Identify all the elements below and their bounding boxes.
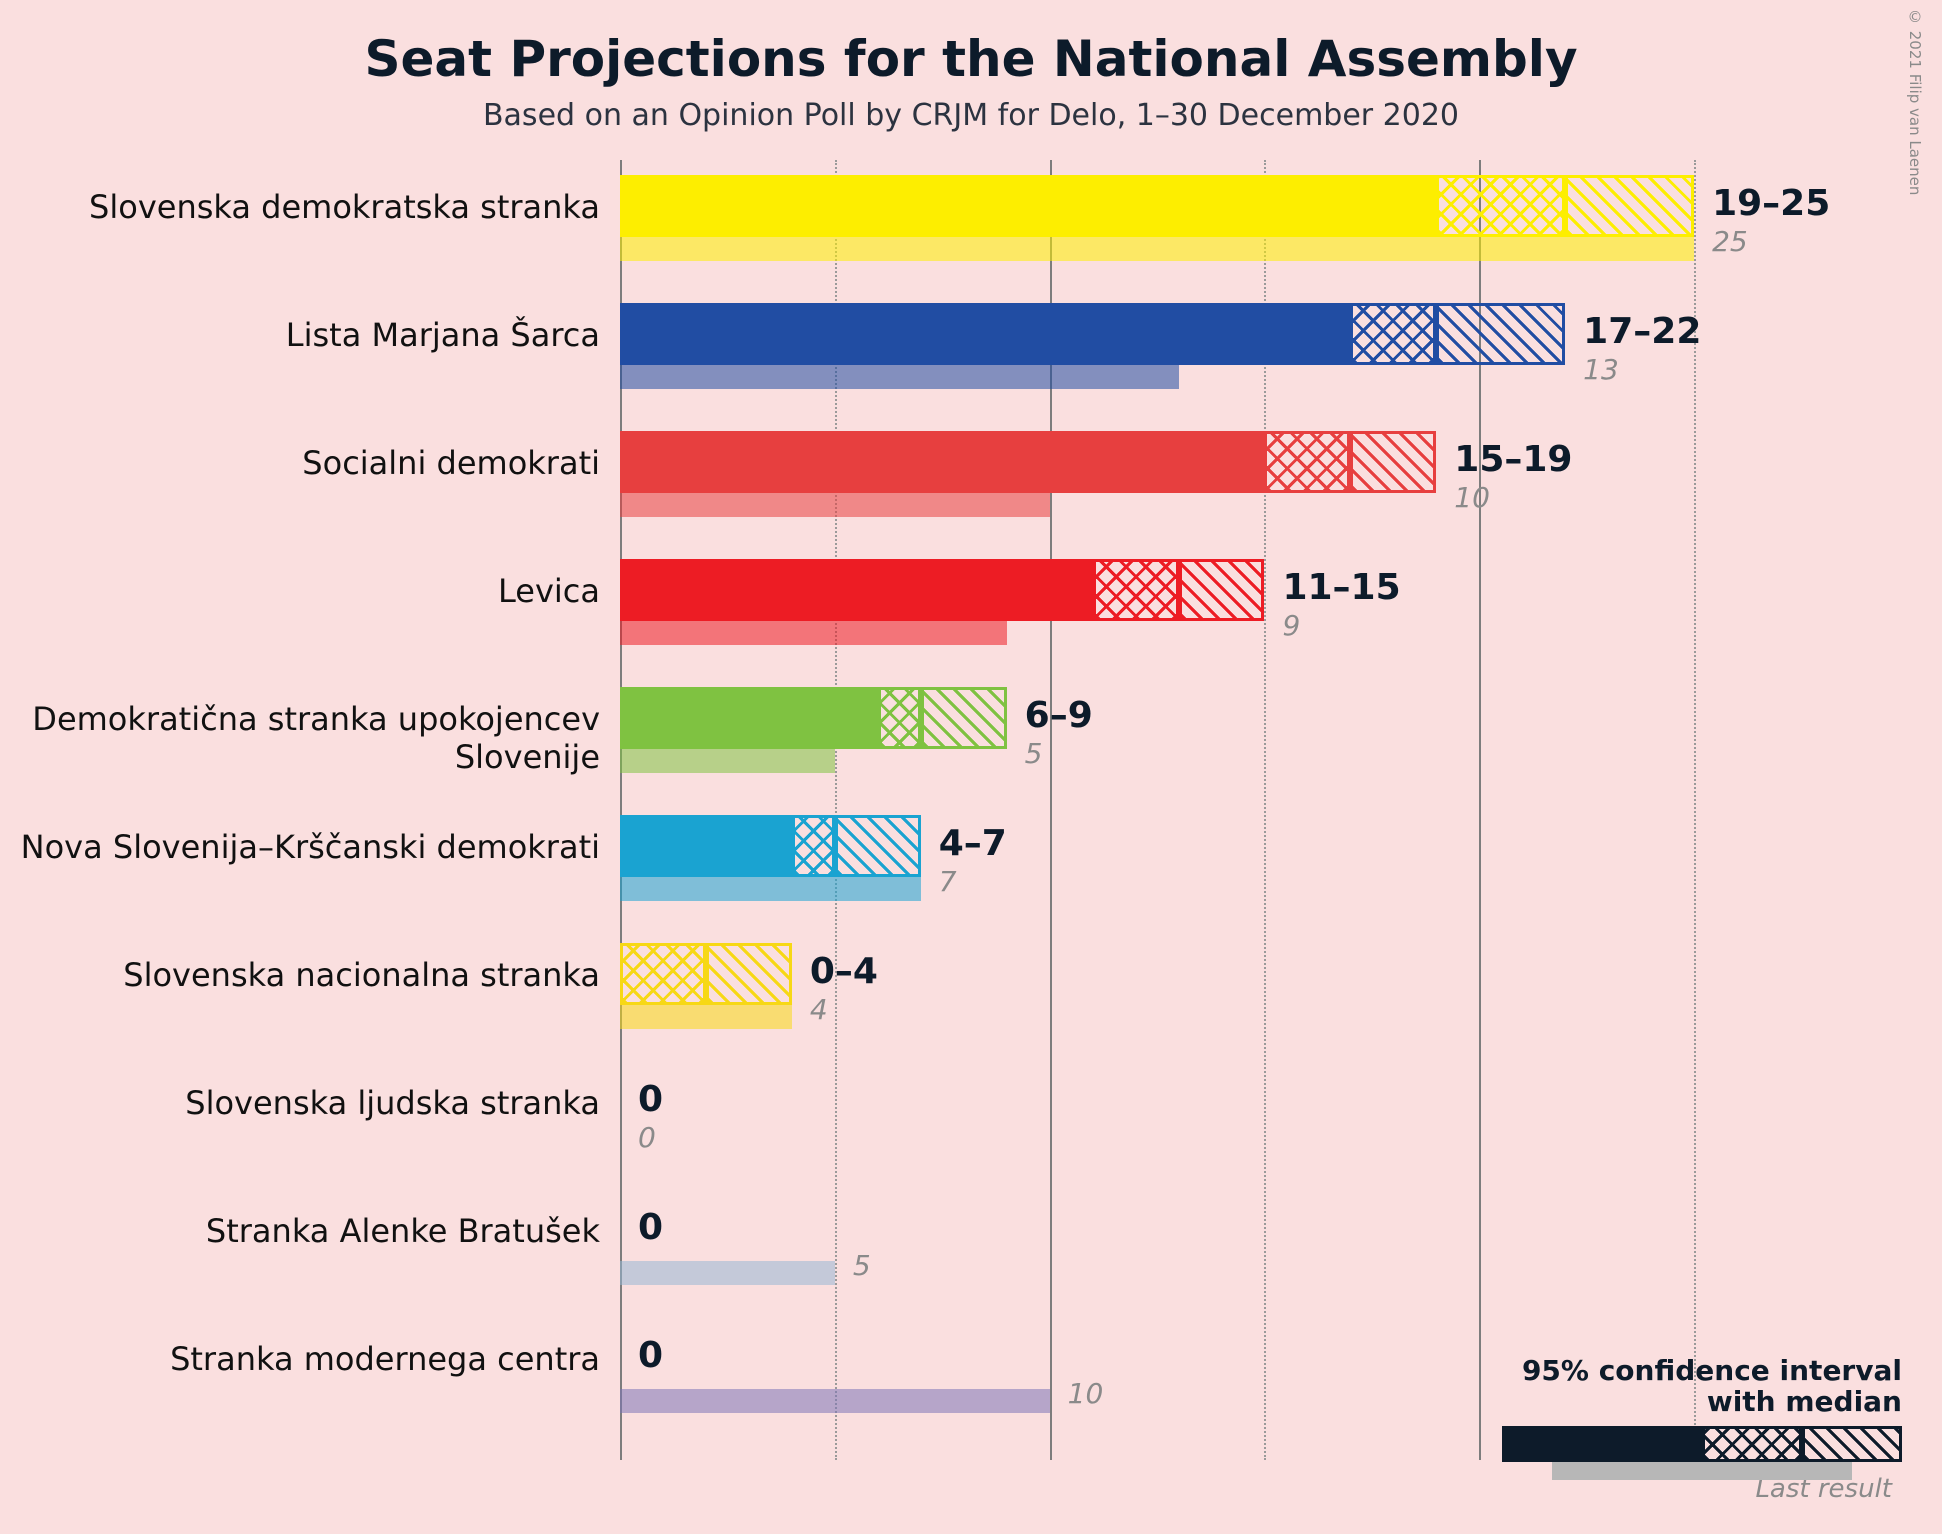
bar-low-to-median	[620, 943, 706, 1005]
range-label: 4–7	[939, 823, 1007, 864]
range-label: 15–19	[1454, 439, 1572, 480]
bar-last-result	[620, 1261, 835, 1285]
bar-low-to-median	[1093, 559, 1179, 621]
bar-last-result	[620, 877, 921, 901]
last-result-label: 5	[1025, 737, 1043, 770]
bar-median-to-high	[1350, 431, 1436, 493]
chart-title: Seat Projections for the National Assemb…	[0, 30, 1942, 88]
range-label: 0–4	[810, 951, 878, 992]
last-result-label: 10	[1068, 1377, 1104, 1410]
party-label: Slovenska nacionalna stranka	[0, 956, 600, 994]
bar-median-to-high	[1179, 559, 1265, 621]
party-label: Socialni demokrati	[0, 444, 600, 482]
last-result-label: 13	[1583, 353, 1619, 386]
last-result-label: 0	[638, 1121, 656, 1154]
party-row: Demokratična stranka upokojencev Sloveni…	[0, 687, 1942, 815]
bar-last-result	[620, 1005, 792, 1029]
party-row: Slovenska nacionalna stranka 0–44	[0, 943, 1942, 1071]
party-row: Socialni demokrati 15–1910	[0, 431, 1942, 559]
party-label: Stranka modernega centra	[0, 1340, 600, 1378]
bar-low	[620, 431, 1264, 493]
bar-low	[620, 559, 1093, 621]
bar-low-to-median	[1264, 431, 1350, 493]
chart-area: Slovenska demokratska stranka 19–2525 List…	[0, 175, 1942, 1465]
range-label: 11–15	[1282, 567, 1400, 608]
last-result-label: 9	[1282, 609, 1300, 642]
party-row: Slovenska demokratska stranka 19–2525	[0, 175, 1942, 303]
party-row: Slovenska ljudska stranka 00	[0, 1071, 1942, 1199]
last-result-label: 7	[939, 865, 957, 898]
bar-median-to-high	[1565, 175, 1694, 237]
bar-low	[620, 687, 878, 749]
last-result-label: 25	[1712, 225, 1748, 258]
bar-low	[620, 303, 1350, 365]
party-label: Lista Marjana Šarca	[0, 316, 600, 354]
bar-low-to-median	[1350, 303, 1436, 365]
bar-median-to-high	[1436, 303, 1565, 365]
bar-last-result	[620, 237, 1694, 261]
bar-low-to-median	[878, 687, 921, 749]
title-block: Seat Projections for the National Assemb…	[0, 0, 1942, 133]
chart-subtitle: Based on an Opinion Poll by CRJM for Del…	[0, 98, 1942, 133]
range-label: 6–9	[1025, 695, 1093, 736]
party-label: Slovenska demokratska stranka	[0, 188, 600, 226]
party-label: Levica	[0, 572, 600, 610]
range-label: 0	[638, 1079, 663, 1120]
bar-last-result	[620, 493, 1050, 517]
bar-last-result	[620, 365, 1179, 389]
party-label: Nova Slovenija–Krščanski demokrati	[0, 828, 600, 866]
bar-last-result	[620, 1389, 1050, 1413]
legend-diag	[1802, 1426, 1902, 1462]
bar-last-result	[620, 621, 1007, 645]
bar-low	[620, 175, 1436, 237]
copyright-text: © 2021 Filip van Laenen	[1906, 8, 1924, 195]
last-result-label: 5	[853, 1249, 871, 1282]
last-result-label: 10	[1454, 481, 1490, 514]
range-label: 19–25	[1712, 183, 1830, 224]
legend-solid	[1502, 1426, 1702, 1462]
bar-median-to-high	[706, 943, 792, 1005]
legend: 95% confidence interval with median Last…	[1382, 1354, 1902, 1504]
legend-line2: with median	[1382, 1385, 1902, 1418]
party-label: Demokratična stranka upokojencev Sloveni…	[0, 700, 600, 776]
last-result-label: 4	[810, 993, 828, 1026]
legend-line1: 95% confidence interval	[1382, 1354, 1902, 1387]
bar-median-to-high	[921, 687, 1007, 749]
party-row: Levica 11–159	[0, 559, 1942, 687]
bar-last-result	[620, 749, 835, 773]
range-label: 0	[638, 1207, 663, 1248]
party-label: Stranka Alenke Bratušek	[0, 1212, 600, 1250]
legend-swatch	[1502, 1426, 1902, 1470]
party-row: Stranka Alenke Bratušek 0 5	[0, 1199, 1942, 1327]
legend-last-swatch	[1552, 1462, 1852, 1480]
bar-low-to-median	[1436, 175, 1565, 237]
bar-low	[620, 815, 792, 877]
legend-crosshatch	[1702, 1426, 1802, 1462]
party-row: Nova Slovenija–Krščanski demokrati 4–77	[0, 815, 1942, 943]
range-label: 17–22	[1583, 311, 1701, 352]
party-label: Slovenska ljudska stranka	[0, 1084, 600, 1122]
range-label: 0	[638, 1335, 663, 1376]
bar-low-to-median	[792, 815, 835, 877]
party-row: Lista Marjana Šarca 17–2213	[0, 303, 1942, 431]
bar-median-to-high	[835, 815, 921, 877]
